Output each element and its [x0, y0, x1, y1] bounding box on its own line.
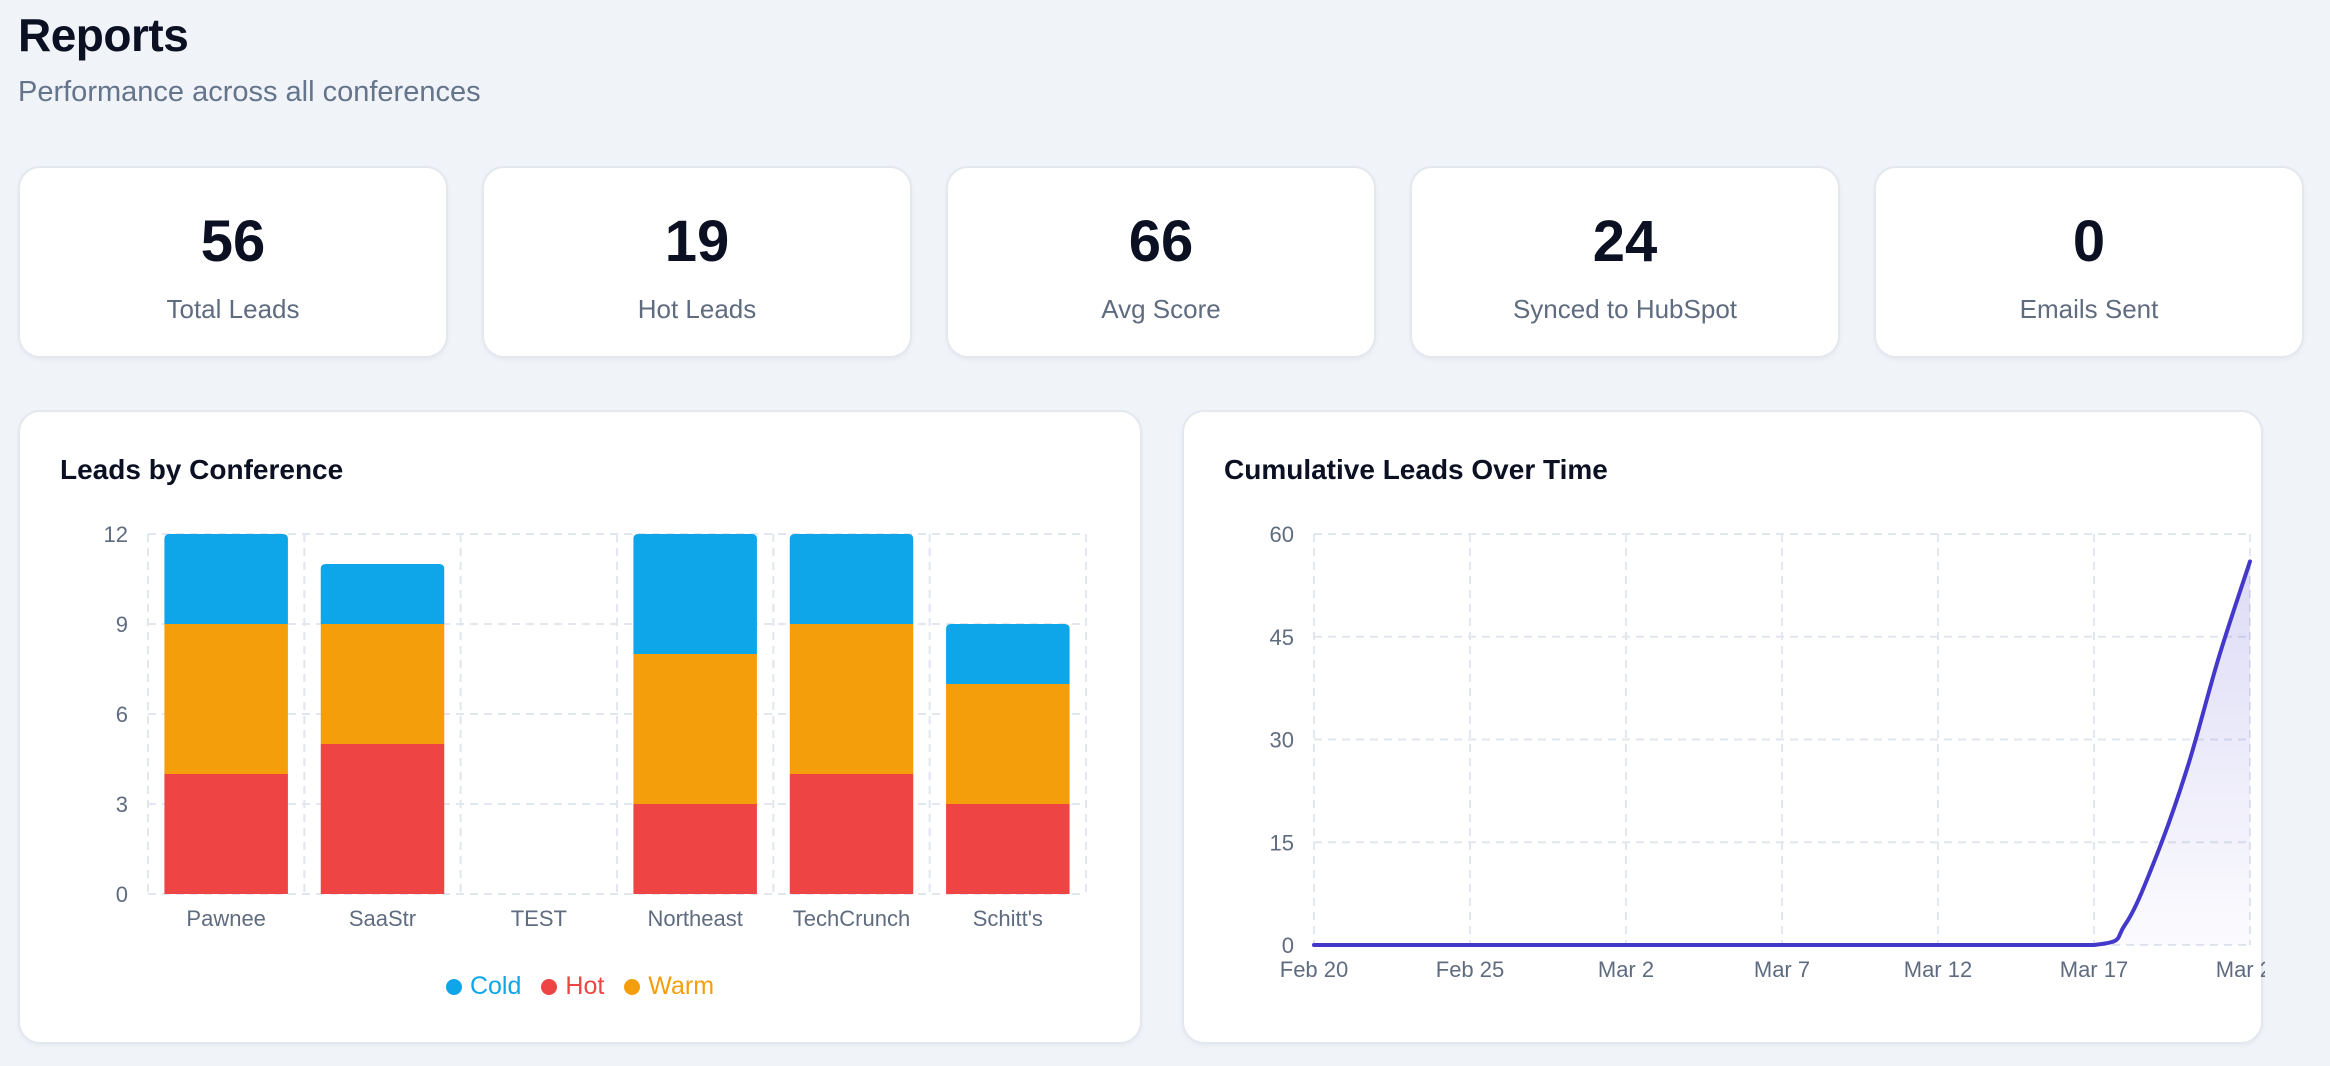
- y-tick-label: 3: [116, 792, 128, 817]
- panel-title: Cumulative Leads Over Time: [1224, 454, 1608, 485]
- stat-card-synced-hubspot: 24 Synced to HubSpot: [1410, 166, 1840, 358]
- x-tick-label: Pawnee: [186, 906, 266, 931]
- stat-value: 24: [1592, 209, 1658, 274]
- bar-segment-cold: [164, 534, 288, 624]
- x-tick-label: Northeast: [647, 906, 742, 931]
- stat-card-avg-score: 66 Avg Score: [946, 166, 1376, 358]
- stat-label: Avg Score: [1101, 294, 1221, 324]
- bar-segment-cold: [946, 624, 1070, 684]
- x-tick-label: Mar 7: [1754, 957, 1810, 982]
- stat-card-emails-sent: 0 Emails Sent: [1874, 166, 2304, 358]
- bar-segment-hot: [789, 774, 914, 894]
- page-subtitle: Performance across all conferences: [18, 76, 481, 108]
- x-tick-label: Mar 22: [2216, 957, 2265, 982]
- cumulative-leads-panel: Cumulative Leads Over Time 0 15 30 45 60 Feb …: [1182, 410, 2265, 1044]
- x-tick-label: Feb 25: [1436, 957, 1505, 982]
- stat-label: Synced to HubSpot: [1512, 294, 1738, 324]
- area-fill: [1314, 561, 2250, 945]
- y-tick-label: 60: [1270, 522, 1294, 547]
- bar-segment-hot: [164, 774, 288, 894]
- y-tick-label: 12: [104, 522, 128, 547]
- stat-label: Hot Leads: [637, 294, 757, 324]
- bar-segment-cold: [789, 534, 914, 624]
- stat-value: 19: [664, 209, 730, 274]
- y-tick-label: 30: [1270, 728, 1294, 753]
- legend-dot-icon: [541, 978, 558, 995]
- page-title: Reports: [18, 9, 189, 61]
- stat-value: 56: [200, 209, 266, 274]
- x-tick-label: TEST: [511, 906, 567, 931]
- stat-value: 0: [2072, 209, 2106, 274]
- stat-card-hot-leads: 19 Hot Leads: [482, 166, 912, 358]
- x-tick-label: Mar 12: [1904, 957, 1972, 982]
- bar-segment-warm: [164, 624, 288, 774]
- legend-item-warm[interactable]: Warm: [624, 972, 714, 1001]
- legend-dot-icon: [624, 978, 641, 995]
- stat-label: Total Leads: [166, 294, 300, 324]
- bar-segment-hot: [946, 804, 1070, 894]
- legend-item-cold[interactable]: Cold: [445, 972, 522, 1001]
- bar-segment-warm: [946, 684, 1070, 804]
- bar-segment-hot: [320, 744, 445, 894]
- stat-value: 66: [1128, 209, 1194, 274]
- y-tick-label: 15: [1270, 830, 1294, 855]
- y-tick-label: 0: [1282, 933, 1294, 958]
- legend-label: Hot: [565, 972, 605, 1000]
- panel-title: Leads by Conference: [60, 454, 344, 485]
- bar-segment-warm: [789, 624, 914, 774]
- stat-card-total-leads: 56 Total Leads: [18, 166, 448, 358]
- bar-segment-warm: [320, 624, 445, 744]
- legend-dot-icon: [445, 978, 462, 995]
- legend-item-hot[interactable]: Hot: [541, 972, 604, 1001]
- y-tick-label: 45: [1270, 625, 1294, 650]
- y-tick-label: 0: [116, 882, 128, 907]
- x-tick-label: Schitt's: [973, 906, 1043, 931]
- x-tick-label: Feb 20: [1280, 957, 1349, 982]
- legend-label: Warm: [648, 972, 715, 1000]
- y-tick-label: 6: [116, 702, 128, 727]
- y-tick-label: 9: [116, 612, 128, 637]
- chart-legend: Cold Hot Warm: [20, 972, 1140, 1001]
- stat-label: Emails Sent: [2019, 294, 2159, 324]
- leads-by-conference-panel: Leads by Conference 0 3 6 9 12 Pawnee SaaStr TE…: [18, 410, 1142, 1044]
- series-line: [1312, 559, 2252, 948]
- bar-segment-warm: [633, 654, 757, 804]
- x-tick-label: SaaStr: [349, 906, 416, 931]
- bar-segment-cold: [320, 564, 445, 624]
- x-tick-label: TechCrunch: [793, 906, 910, 931]
- cumulative-leads-chart: 0 15 30 45 60 Feb 20 Feb 25 Mar 2 Mar 7 Mar 12 Mar…: [1270, 522, 2265, 982]
- legend-label: Cold: [469, 972, 522, 1000]
- bar-segment-cold: [633, 534, 757, 654]
- x-tick-label: Mar 2: [1598, 957, 1654, 982]
- x-tick-label: Mar 17: [2060, 957, 2128, 982]
- bar-segment-hot: [633, 804, 757, 894]
- leads-by-conference-chart: 0 3 6 9 12 Pawnee SaaStr TEST Northeast TechCrunc…: [104, 522, 1087, 931]
